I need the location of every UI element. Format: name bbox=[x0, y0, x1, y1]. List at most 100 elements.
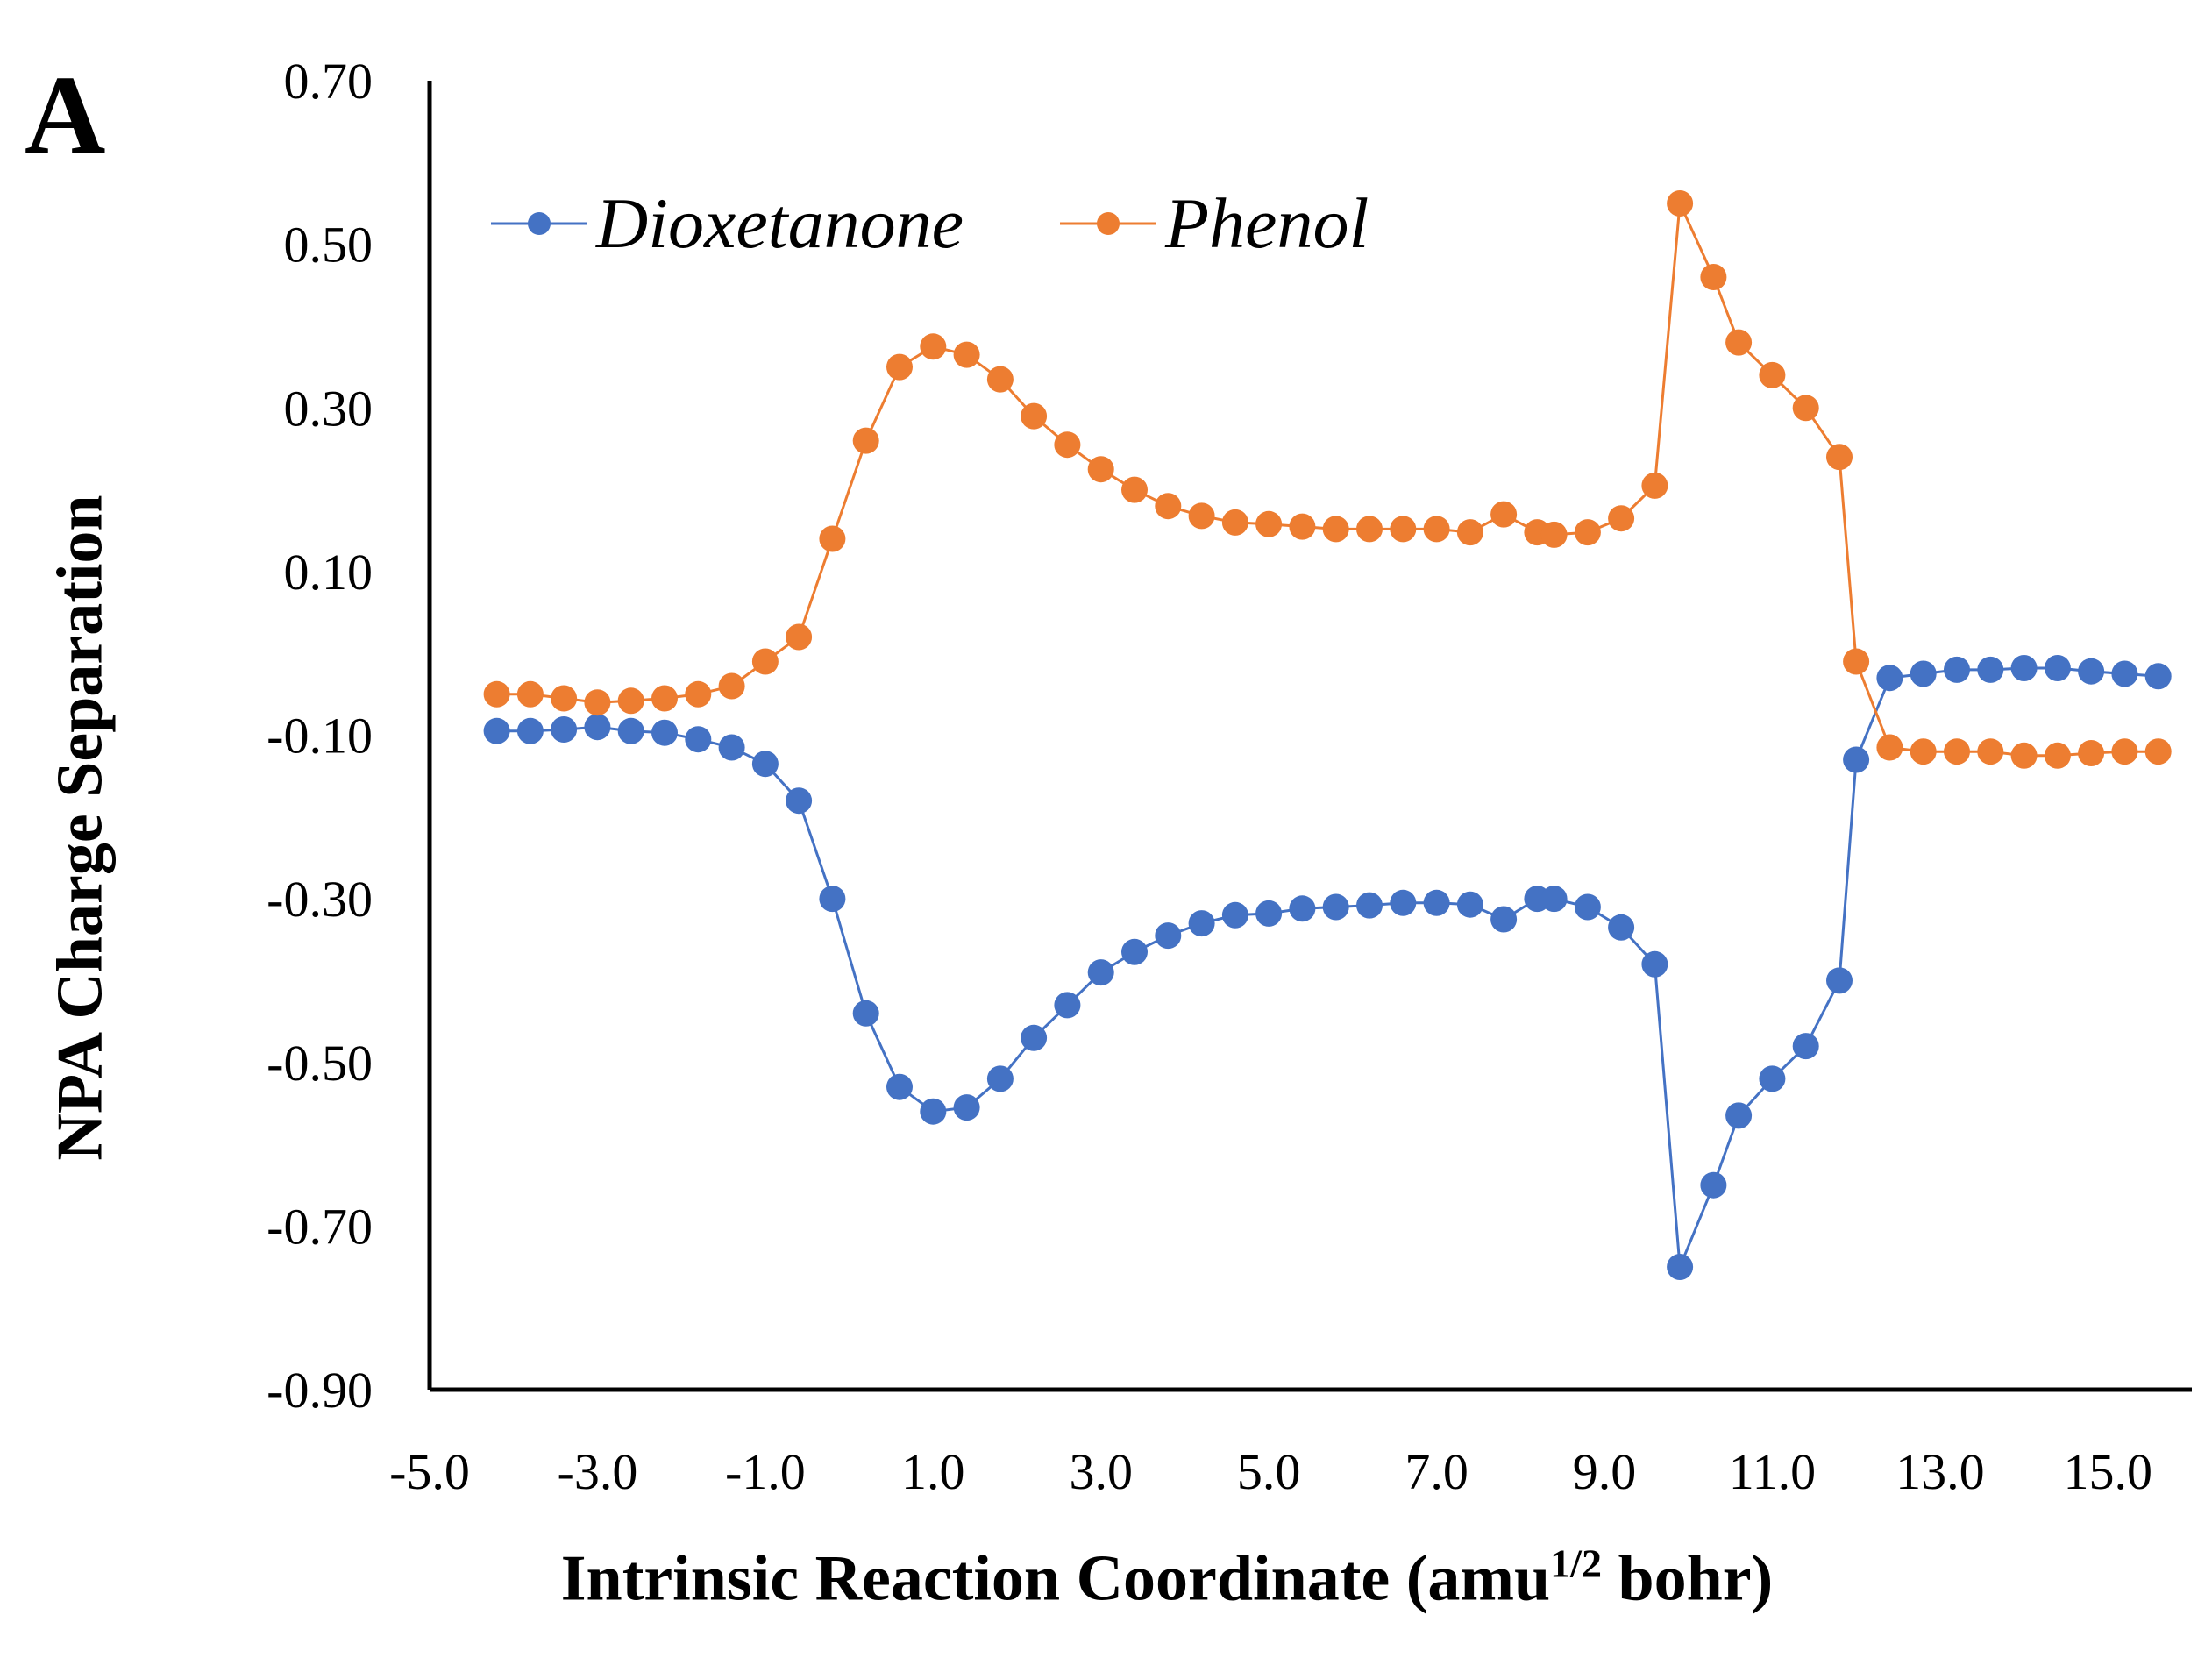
data-point-phenol bbox=[852, 427, 879, 454]
data-point-dioxetanone bbox=[651, 719, 678, 746]
data-point-phenol bbox=[651, 685, 678, 712]
data-point-dioxetanone bbox=[2111, 660, 2138, 687]
data-point-phenol bbox=[1910, 738, 1937, 765]
data-point-dioxetanone bbox=[920, 1098, 947, 1125]
x-tick-label: -3.0 bbox=[558, 1443, 638, 1500]
series-dioxetanone bbox=[483, 655, 2172, 1280]
data-point-dioxetanone bbox=[1221, 901, 1248, 929]
data-point-phenol bbox=[1356, 516, 1383, 543]
data-point-dioxetanone bbox=[1725, 1102, 1753, 1129]
data-point-phenol bbox=[1322, 516, 1349, 543]
x-tick-label: 3.0 bbox=[1069, 1443, 1133, 1500]
y-tick-label: -0.30 bbox=[267, 871, 373, 928]
data-point-dioxetanone bbox=[1390, 889, 1417, 916]
data-point-phenol bbox=[886, 353, 913, 381]
data-point-phenol bbox=[1289, 513, 1316, 540]
data-point-dioxetanone bbox=[1910, 660, 1937, 687]
series-line-phenol bbox=[496, 198, 2159, 758]
data-point-dioxetanone bbox=[1322, 893, 1349, 921]
y-tick-label: -0.10 bbox=[267, 708, 373, 765]
data-point-dioxetanone bbox=[886, 1073, 913, 1100]
data-point-dioxetanone bbox=[1792, 1033, 1819, 1060]
x-tick-label: -1.0 bbox=[725, 1443, 806, 1500]
x-tick-label: 11.0 bbox=[1729, 1443, 1816, 1500]
data-point-dioxetanone bbox=[1667, 1254, 1694, 1280]
data-point-dioxetanone bbox=[551, 716, 578, 743]
data-point-phenol bbox=[1608, 505, 1635, 532]
data-point-dioxetanone bbox=[786, 787, 813, 815]
data-point-dioxetanone bbox=[516, 717, 544, 744]
data-point-dioxetanone bbox=[1188, 910, 1215, 937]
x-axis-label: Intrinsic Reaction Coordinate (amu1/2 bo… bbox=[561, 1540, 1774, 1617]
data-point-phenol bbox=[584, 689, 611, 716]
x-tick-label: -5.0 bbox=[389, 1443, 470, 1500]
data-point-phenol bbox=[1667, 190, 1694, 217]
data-point-phenol bbox=[986, 366, 1014, 393]
legend-item-phenol: Phenol bbox=[1059, 182, 1369, 265]
data-point-phenol bbox=[1876, 734, 1903, 761]
data-point-dioxetanone bbox=[617, 717, 644, 744]
data-point-phenol bbox=[685, 680, 712, 708]
data-point-dioxetanone bbox=[1977, 656, 2004, 683]
data-point-dioxetanone bbox=[953, 1094, 980, 1121]
data-point-dioxetanone bbox=[584, 714, 611, 741]
series-phenol bbox=[483, 190, 2172, 769]
data-point-phenol bbox=[551, 685, 578, 712]
data-point-dioxetanone bbox=[819, 886, 846, 913]
data-point-phenol bbox=[516, 680, 544, 708]
data-point-phenol bbox=[617, 687, 644, 715]
series-line-dioxetanone bbox=[496, 666, 2159, 1268]
y-tick-label: -0.90 bbox=[267, 1362, 373, 1419]
data-point-phenol bbox=[1641, 472, 1668, 499]
data-point-dioxetanone bbox=[1540, 886, 1568, 913]
data-point-dioxetanone bbox=[751, 751, 779, 778]
panel-label: A bbox=[25, 53, 106, 177]
data-point-dioxetanone bbox=[1289, 895, 1316, 922]
y-tick-label: 0.70 bbox=[284, 53, 373, 110]
data-point-dioxetanone bbox=[852, 1000, 879, 1027]
data-point-phenol bbox=[1255, 510, 1283, 537]
data-point-dioxetanone bbox=[1759, 1065, 1786, 1092]
y-tick-label: 0.50 bbox=[284, 217, 373, 274]
data-point-phenol bbox=[1540, 521, 1568, 548]
data-point-dioxetanone bbox=[2078, 658, 2105, 685]
data-point-dioxetanone bbox=[1356, 892, 1383, 919]
data-point-dioxetanone bbox=[2044, 655, 2071, 681]
data-point-dioxetanone bbox=[1574, 893, 1601, 921]
x-tick-label: 7.0 bbox=[1405, 1443, 1469, 1500]
data-point-phenol bbox=[819, 525, 846, 552]
data-point-phenol bbox=[2010, 742, 2038, 769]
x-axis-label-tail: bohr) bbox=[1601, 1542, 1774, 1615]
x-tick-label: 15.0 bbox=[2064, 1443, 2153, 1500]
data-point-phenol bbox=[1574, 519, 1601, 546]
data-point-dioxetanone bbox=[1876, 665, 1903, 692]
data-point-phenol bbox=[1054, 431, 1081, 459]
x-tick-label: 1.0 bbox=[901, 1443, 965, 1500]
data-point-phenol bbox=[1155, 493, 1182, 520]
data-point-dioxetanone bbox=[685, 726, 712, 753]
x-tick-label: 9.0 bbox=[1573, 1443, 1637, 1500]
x-axis-label-sup: 1/2 bbox=[1550, 1540, 1602, 1586]
data-point-dioxetanone bbox=[1121, 938, 1148, 965]
data-point-dioxetanone bbox=[2144, 663, 2172, 690]
data-point-dioxetanone bbox=[1423, 889, 1450, 916]
data-point-phenol bbox=[2144, 738, 2172, 765]
axes: 0.70 0.50 0.30 0.10 -0.10 -0.30 -0.50 -0.70 -0.9… bbox=[267, 53, 2192, 1500]
y-tick-label: 0.30 bbox=[284, 380, 373, 437]
data-point-dioxetanone bbox=[1700, 1171, 1727, 1199]
data-point-phenol bbox=[1977, 738, 2004, 765]
series-layer bbox=[483, 190, 2172, 1280]
data-point-phenol bbox=[920, 333, 947, 360]
legend-item-dioxetanone: Dioxetanone bbox=[491, 182, 964, 265]
data-point-phenol bbox=[786, 623, 813, 651]
data-point-dioxetanone bbox=[483, 717, 510, 744]
data-point-dioxetanone bbox=[1843, 746, 1870, 773]
data-point-phenol bbox=[1843, 648, 1870, 675]
data-point-dioxetanone bbox=[1826, 967, 1853, 994]
data-point-phenol bbox=[2078, 740, 2105, 766]
data-point-dioxetanone bbox=[1054, 992, 1081, 1019]
data-point-phenol bbox=[1390, 516, 1417, 543]
data-point-phenol bbox=[2111, 738, 2138, 765]
data-point-phenol bbox=[1725, 329, 1753, 356]
